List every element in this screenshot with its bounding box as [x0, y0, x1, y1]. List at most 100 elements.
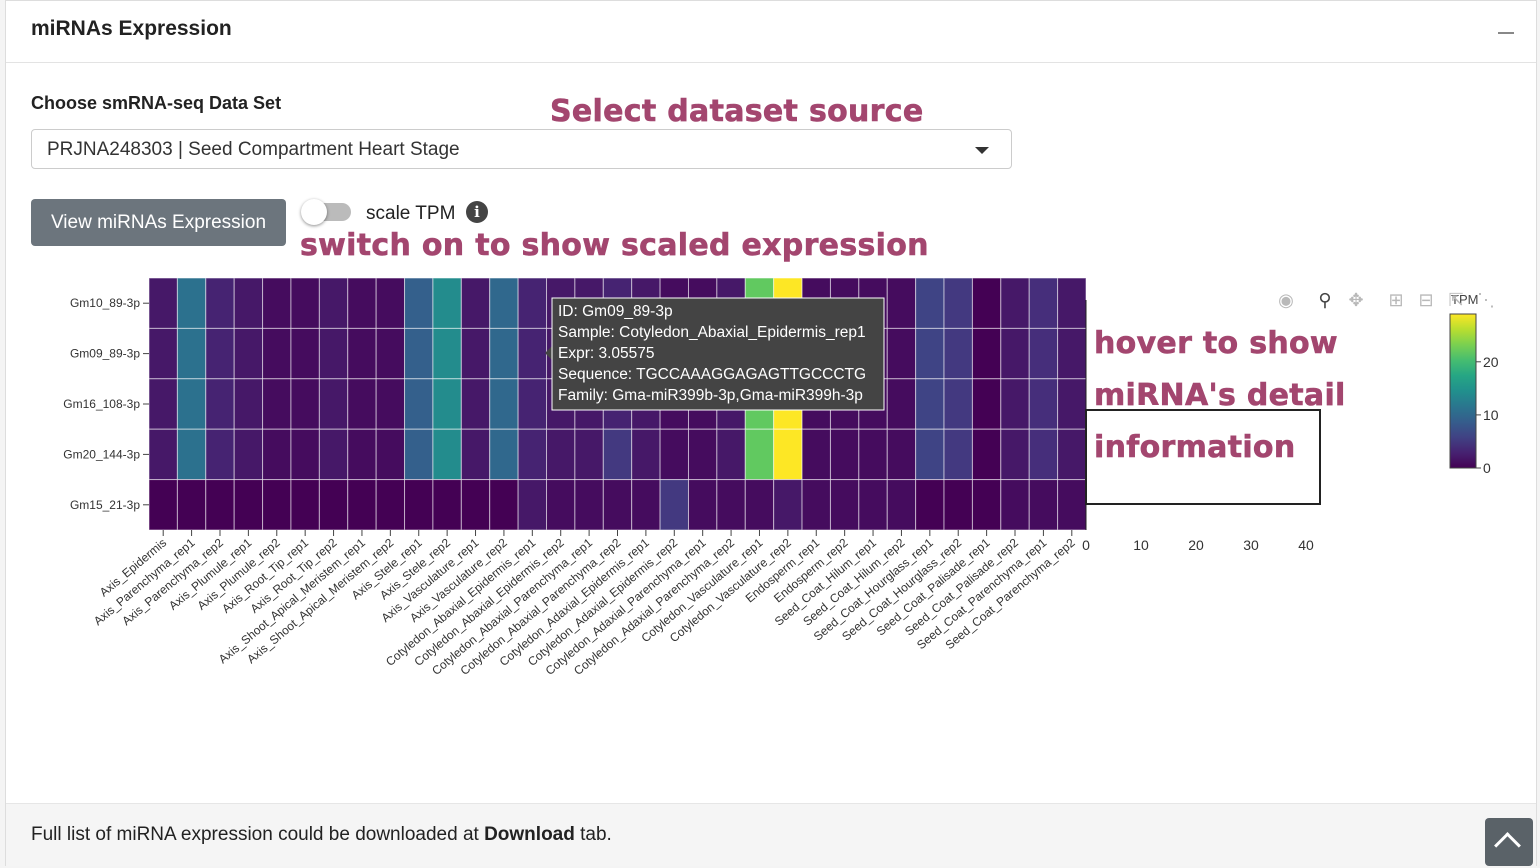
heatmap-cell	[886, 327, 917, 380]
y-tick-label: Gm09_89-3p	[70, 347, 140, 361]
heatmap-cell	[347, 428, 377, 481]
zoom-in-icon[interactable]: ⊞	[1388, 290, 1404, 310]
y-tick-label: Gm20_144-3p	[63, 447, 140, 461]
heatmap-cell	[489, 277, 519, 329]
dataset-selected-value: PRJNA248303 | Seed Compartment Heart Sta…	[47, 139, 460, 160]
heatmap-cell	[375, 327, 406, 380]
heatmap-cell	[744, 428, 775, 481]
heatmap-cell	[176, 277, 207, 329]
heatmap-cell	[517, 479, 548, 531]
heatmap-cell	[148, 378, 178, 430]
autoscale-icon[interactable]: ⇱	[1448, 290, 1464, 310]
y-tick-label: Gm15_21-3p	[70, 498, 140, 512]
heatmap-cell	[971, 277, 1002, 329]
info-icon[interactable]: i	[466, 201, 488, 223]
heatmap-cell	[460, 428, 491, 481]
heatmap-cell	[148, 428, 178, 481]
heatmap-cell	[262, 378, 292, 430]
colorbar-tick-label: 10	[1483, 407, 1499, 423]
heatmap-cell	[1028, 378, 1059, 430]
tooltip-line: Sample: Cotyledon_Abaxial_Epidermis_rep1	[558, 324, 866, 341]
heatmap-cell	[375, 378, 406, 430]
reset-icon[interactable]: ⋱	[1477, 290, 1495, 310]
heatmap-cell	[716, 479, 746, 531]
heatmap-cell	[318, 428, 349, 481]
heatmap-cell	[489, 327, 519, 380]
heatmap-cell	[262, 327, 292, 380]
hover-tooltip	[551, 297, 885, 411]
camera-icon[interactable]: ◉	[1278, 290, 1294, 310]
heatmap-cell	[574, 479, 604, 531]
panel-header: miRNAs Expression	[6, 1, 1536, 63]
heatmap-cell	[773, 428, 803, 481]
heatmap-cell	[290, 428, 320, 481]
heatmap-cell	[943, 277, 973, 329]
heatmap-cell	[716, 428, 746, 481]
heatmap-cell	[432, 277, 462, 329]
heatmap-cell	[318, 327, 349, 380]
heatmap-cell	[886, 428, 917, 481]
heatmap-cell	[347, 327, 377, 380]
heatmap-cell	[915, 327, 945, 380]
heatmap-cell	[1000, 327, 1030, 380]
heatmap-cell	[262, 277, 292, 329]
caret-down-icon	[975, 147, 989, 154]
zoom-out-icon[interactable]: ⊟	[1418, 290, 1434, 310]
heatmap-cell	[1000, 378, 1030, 430]
heatmap-cell	[915, 277, 945, 329]
heatmap-cell	[915, 479, 945, 531]
heatmap-cell	[943, 428, 973, 481]
scale-tpm-label: scale TPM	[366, 203, 456, 224]
heatmap-cell	[943, 327, 973, 380]
heatmap-cell	[829, 479, 860, 531]
tooltip-line: Sequence: TGCCAAAGGAGAGTTGCCCTG	[558, 366, 866, 383]
y-tick-label: Gm10_89-3p	[70, 296, 140, 310]
heatmap-cell	[318, 277, 349, 329]
heatmap-cell	[148, 327, 178, 380]
heatmap-cell	[971, 479, 1002, 531]
heatmap-cell	[1028, 428, 1059, 481]
scroll-top-button[interactable]	[1485, 818, 1533, 866]
heatmap-cell	[432, 428, 462, 481]
heatmap-cell	[460, 378, 491, 430]
heatmap-cell	[915, 378, 945, 430]
download-link[interactable]: Download	[484, 824, 575, 845]
secondary-x-tick-label: 10	[1133, 537, 1149, 553]
heatmap-cell	[290, 277, 320, 329]
heatmap-cell	[290, 378, 320, 430]
heatmap-cell	[631, 428, 661, 481]
secondary-x-tick-label: 20	[1188, 537, 1204, 553]
heatmap-cell	[602, 479, 633, 531]
heatmap-cell	[943, 378, 973, 430]
heatmap-cell	[205, 277, 235, 329]
heatmap-cell	[233, 428, 264, 481]
collapse-icon[interactable]	[1498, 32, 1514, 34]
heatmap-cell	[262, 428, 292, 481]
heatmap-cell	[886, 479, 917, 531]
heatmap-cell	[631, 479, 661, 531]
heatmap-cell	[517, 378, 548, 430]
heatmap-cell	[517, 277, 548, 329]
view-mirnas-button[interactable]: View miRNAs Expression	[31, 199, 286, 246]
annotation-hover-line: information	[1094, 430, 1296, 466]
heatmap-cell	[375, 277, 406, 329]
heatmap-cell	[176, 428, 207, 481]
plot-modebar: ◉ ⚲ ✥ ⊞ ⊟ ⇱ ⋱	[1268, 288, 1504, 312]
heatmap-cell	[1057, 428, 1087, 481]
heatmap-cell	[489, 378, 519, 430]
heatmap-cell	[432, 479, 462, 531]
heatmap-cell	[375, 479, 406, 531]
heatmap-cell	[233, 378, 264, 430]
heatmap-cell	[318, 378, 349, 430]
tooltip-line: ID: Gm09_89-3p	[558, 303, 673, 320]
heatmap-cell	[829, 428, 860, 481]
annotation-dataset: Select dataset source	[550, 94, 924, 130]
dataset-select[interactable]: PRJNA248303 | Seed Compartment Heart Sta…	[31, 129, 1012, 169]
pan-icon[interactable]: ✥	[1348, 290, 1364, 310]
scale-tpm-toggle[interactable]	[301, 199, 355, 225]
heatmap-cell	[290, 479, 320, 531]
zoom-icon[interactable]: ⚲	[1318, 290, 1332, 310]
annotation-hover-line: hover to show	[1094, 326, 1338, 362]
heatmap-cell	[205, 479, 235, 531]
